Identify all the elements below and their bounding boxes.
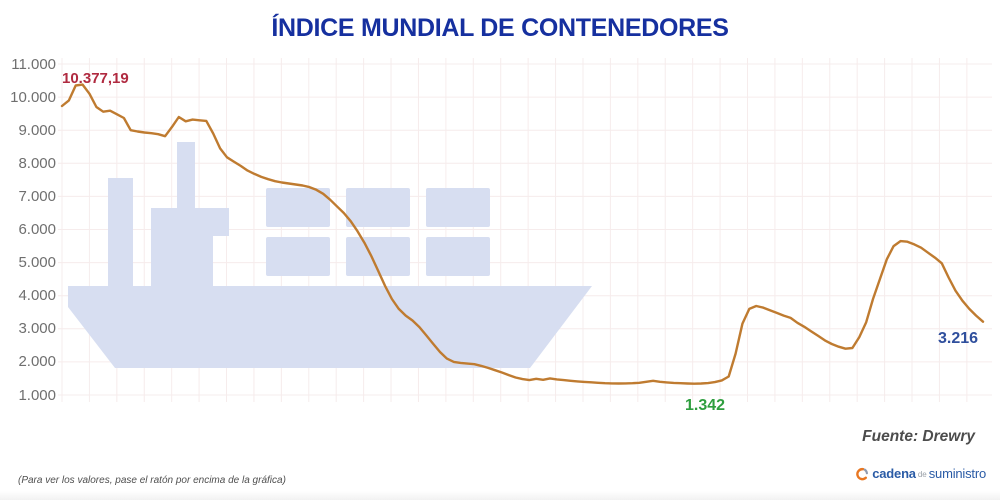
y-tick-label: 9.000: [18, 121, 56, 139]
y-tick-label: 1.000: [18, 386, 56, 404]
container-block: [266, 188, 330, 227]
y-tick-label: 4.000: [18, 287, 56, 305]
logo-word-cadena: cadena: [872, 466, 916, 481]
y-tick-label: 5.000: [18, 254, 56, 272]
y-tick-label: 11.000: [11, 55, 56, 73]
y-tick-label: 6.000: [18, 221, 56, 238]
y-tick-label: 2.000: [18, 353, 56, 371]
y-tick-label: 7.000: [18, 187, 56, 205]
wci-series[interactable]: [60, 83, 985, 385]
ship-hull: [68, 286, 592, 368]
min-value-label: 1.342: [685, 397, 726, 414]
container-block: [346, 188, 410, 227]
logo-swoosh-icon: [856, 467, 869, 480]
wci-series-line[interactable]: [60, 83, 985, 385]
page-bottom-edge: [0, 491, 1000, 500]
source-note: Fuente: Drewry: [862, 428, 975, 445]
container-block: [266, 237, 330, 276]
logo-word-suministro: suministro: [928, 466, 986, 481]
chart-title: ÍNDICE MUNDIAL DE CONTENEDORES: [271, 14, 729, 42]
brand-logo[interactable]: cadena de suministro: [855, 466, 986, 481]
y-tick-label: 8.000: [18, 154, 56, 172]
ship-mast-block: [177, 142, 195, 286]
container-block: [426, 188, 490, 227]
logo-word-de: de: [917, 470, 927, 479]
peak-value-label: 10.377,19: [62, 70, 129, 87]
ship-superstructure-block: [213, 208, 229, 236]
y-tick-label: 10.000: [10, 88, 56, 106]
latest-value-label: 3.216: [938, 330, 979, 347]
y-tick-label: 3.000: [18, 320, 56, 338]
hover-hint: (Para ver los valores, pase el ratón por…: [18, 475, 286, 486]
ship-superstructure-block: [108, 178, 133, 286]
container-block: [346, 237, 410, 276]
container-ship-watermark: [68, 142, 592, 368]
container-block: [426, 237, 490, 276]
